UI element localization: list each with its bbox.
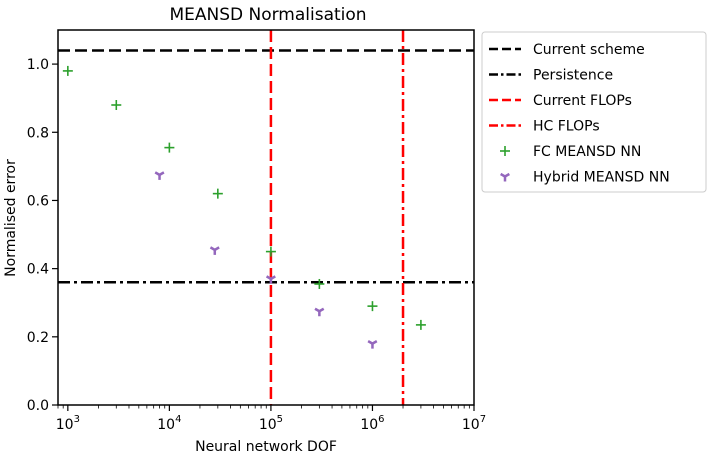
plot-frame bbox=[57, 29, 475, 406]
legend-frame bbox=[481, 31, 707, 193]
y-tick-label-3: 0.6 bbox=[27, 193, 49, 209]
y-tick-label-1: 0.2 bbox=[27, 330, 49, 346]
y-axis-label: Normalised error bbox=[3, 159, 19, 277]
x-axis-label: Neural network DOF bbox=[195, 439, 337, 455]
legend-label-2: Current FLOPs bbox=[533, 93, 632, 109]
point-s0-6 bbox=[367, 301, 378, 312]
legend-label-4: FC MEANSD NN bbox=[533, 144, 641, 160]
point-s0-5 bbox=[314, 278, 325, 289]
legend-label-5: Hybrid MEANSD NN bbox=[533, 170, 670, 186]
legend-label-1: Persistence bbox=[533, 68, 613, 84]
x-tick-label-2: 105 bbox=[259, 414, 283, 433]
y-tick-label-5: 1.0 bbox=[27, 57, 49, 73]
point-s0-2 bbox=[164, 142, 175, 153]
point-s1-3 bbox=[314, 307, 325, 317]
y-tick-label-0: 0.0 bbox=[27, 398, 49, 414]
point-s0-1 bbox=[111, 100, 122, 110]
point-s1-2 bbox=[265, 275, 276, 284]
legend-swatch-5 bbox=[500, 172, 510, 182]
legend-label-0: Current scheme bbox=[533, 42, 645, 58]
chart-title: MEANSD Normalisation bbox=[169, 5, 366, 25]
y-tick-label-4: 0.8 bbox=[27, 125, 49, 141]
legend-swatch-4 bbox=[500, 146, 510, 156]
point-s1-0 bbox=[154, 171, 165, 180]
point-s0-4 bbox=[265, 246, 276, 257]
y-axis: 0.0 0.2 0.4 0.6 0.8 1.0 bbox=[27, 57, 58, 414]
point-s1-4 bbox=[367, 340, 378, 349]
point-s0-3 bbox=[212, 188, 223, 199]
point-s1-1 bbox=[209, 246, 220, 255]
plot-area bbox=[58, 30, 474, 405]
y-tick-label-2: 0.4 bbox=[27, 262, 49, 278]
legend-label-3: HC FLOPs bbox=[533, 119, 600, 135]
x-tick-label-4: 107 bbox=[462, 414, 486, 433]
legend: Current scheme Persistence Current FLOPs HC… bbox=[481, 31, 707, 193]
point-s0-7 bbox=[415, 319, 426, 330]
point-s0-0 bbox=[62, 65, 73, 76]
x-tick-label-1: 104 bbox=[157, 414, 181, 433]
x-tick-label-0: 103 bbox=[56, 414, 80, 433]
x-axis: 103 104 105 106 107 bbox=[56, 405, 486, 433]
x-tick-label-3: 106 bbox=[360, 414, 384, 433]
